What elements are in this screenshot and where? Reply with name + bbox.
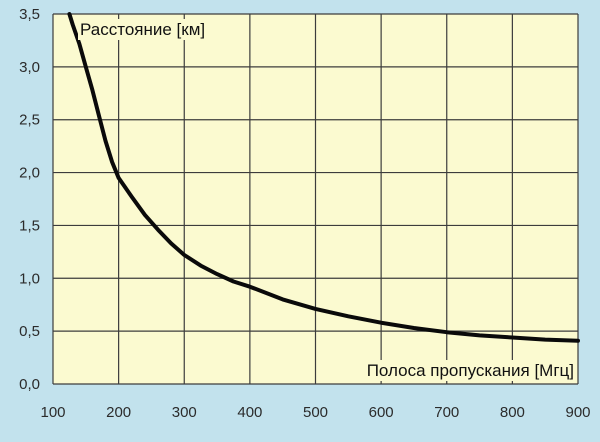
y-tick-label: 2,5 <box>19 112 40 129</box>
y-tick-label: 1,0 <box>19 270 40 287</box>
series-line <box>67 12 580 343</box>
x-tick-label: 700 <box>434 404 459 421</box>
x-tick-label: 200 <box>106 404 131 421</box>
x-tick-label: 500 <box>303 404 328 421</box>
grid <box>52 13 579 385</box>
y-tick-label: 1,5 <box>19 217 40 234</box>
x-tick-label: 800 <box>500 404 525 421</box>
tick-labels: 100 200 300 400 500 600 700 800 900 0,0 0,5 1,0 1,5 2… <box>19 6 590 421</box>
x-tick-label: 900 <box>565 404 590 421</box>
y-axis-title: Расстояние [км] <box>80 20 205 39</box>
series-layer <box>67 12 580 343</box>
x-tick-label: 600 <box>369 404 394 421</box>
x-axis-title: Полоса пропускания [Мгц] <box>367 361 574 380</box>
y-tick-label: 0,0 <box>19 376 40 393</box>
y-tick-label: 3,0 <box>19 59 40 76</box>
y-axis-title-background <box>78 19 208 40</box>
x-tick-label: 300 <box>172 404 197 421</box>
x-axis-title-background <box>364 360 576 381</box>
y-tick-label: 3,5 <box>19 6 40 23</box>
x-tick-label: 100 <box>40 404 65 421</box>
y-tick-label: 0,5 <box>19 323 40 340</box>
x-tick-label: 400 <box>237 404 262 421</box>
y-tick-label: 2,0 <box>19 165 40 182</box>
